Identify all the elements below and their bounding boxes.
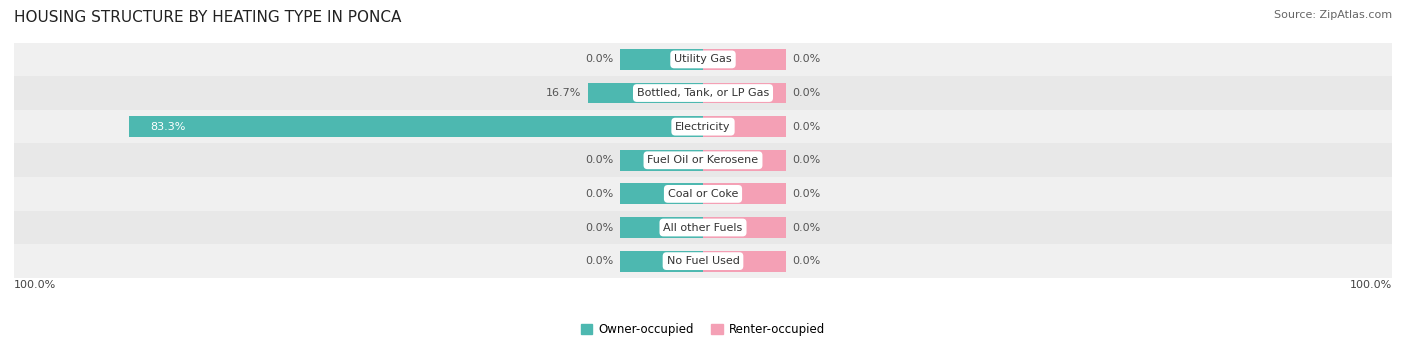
Bar bbox=[14, 211, 1392, 244]
Bar bbox=[703, 116, 786, 137]
Text: 100.0%: 100.0% bbox=[14, 280, 56, 290]
Text: Electricity: Electricity bbox=[675, 122, 731, 132]
Bar bbox=[620, 183, 703, 204]
Text: Bottled, Tank, or LP Gas: Bottled, Tank, or LP Gas bbox=[637, 88, 769, 98]
Bar bbox=[620, 150, 703, 171]
Text: 100.0%: 100.0% bbox=[1350, 280, 1392, 290]
Bar bbox=[620, 49, 703, 70]
Text: Fuel Oil or Kerosene: Fuel Oil or Kerosene bbox=[647, 155, 759, 165]
Text: 0.0%: 0.0% bbox=[793, 223, 821, 233]
Bar bbox=[14, 244, 1392, 278]
Bar bbox=[620, 251, 703, 271]
Text: 0.0%: 0.0% bbox=[793, 256, 821, 266]
Text: HOUSING STRUCTURE BY HEATING TYPE IN PONCA: HOUSING STRUCTURE BY HEATING TYPE IN PON… bbox=[14, 10, 402, 25]
Bar bbox=[14, 43, 1392, 76]
Bar bbox=[703, 183, 786, 204]
Text: Coal or Coke: Coal or Coke bbox=[668, 189, 738, 199]
Text: 0.0%: 0.0% bbox=[793, 55, 821, 64]
Bar bbox=[14, 177, 1392, 211]
Text: 16.7%: 16.7% bbox=[546, 88, 581, 98]
Bar bbox=[620, 217, 703, 238]
Text: 0.0%: 0.0% bbox=[585, 55, 613, 64]
Bar bbox=[14, 144, 1392, 177]
Text: 0.0%: 0.0% bbox=[585, 256, 613, 266]
Bar bbox=[588, 83, 703, 103]
Bar bbox=[14, 110, 1392, 144]
Text: 0.0%: 0.0% bbox=[585, 223, 613, 233]
Legend: Owner-occupied, Renter-occupied: Owner-occupied, Renter-occupied bbox=[576, 318, 830, 341]
Text: No Fuel Used: No Fuel Used bbox=[666, 256, 740, 266]
Bar bbox=[703, 251, 786, 271]
Text: 0.0%: 0.0% bbox=[585, 155, 613, 165]
Bar bbox=[703, 217, 786, 238]
Bar bbox=[129, 116, 703, 137]
Bar bbox=[703, 150, 786, 171]
Text: 0.0%: 0.0% bbox=[793, 88, 821, 98]
Text: 83.3%: 83.3% bbox=[150, 122, 186, 132]
Text: Source: ZipAtlas.com: Source: ZipAtlas.com bbox=[1274, 10, 1392, 20]
Bar bbox=[703, 83, 786, 103]
Text: 0.0%: 0.0% bbox=[793, 122, 821, 132]
Text: 0.0%: 0.0% bbox=[793, 155, 821, 165]
Bar bbox=[14, 76, 1392, 110]
Text: All other Fuels: All other Fuels bbox=[664, 223, 742, 233]
Text: 0.0%: 0.0% bbox=[793, 189, 821, 199]
Text: Utility Gas: Utility Gas bbox=[675, 55, 731, 64]
Bar bbox=[703, 49, 786, 70]
Text: 0.0%: 0.0% bbox=[585, 189, 613, 199]
